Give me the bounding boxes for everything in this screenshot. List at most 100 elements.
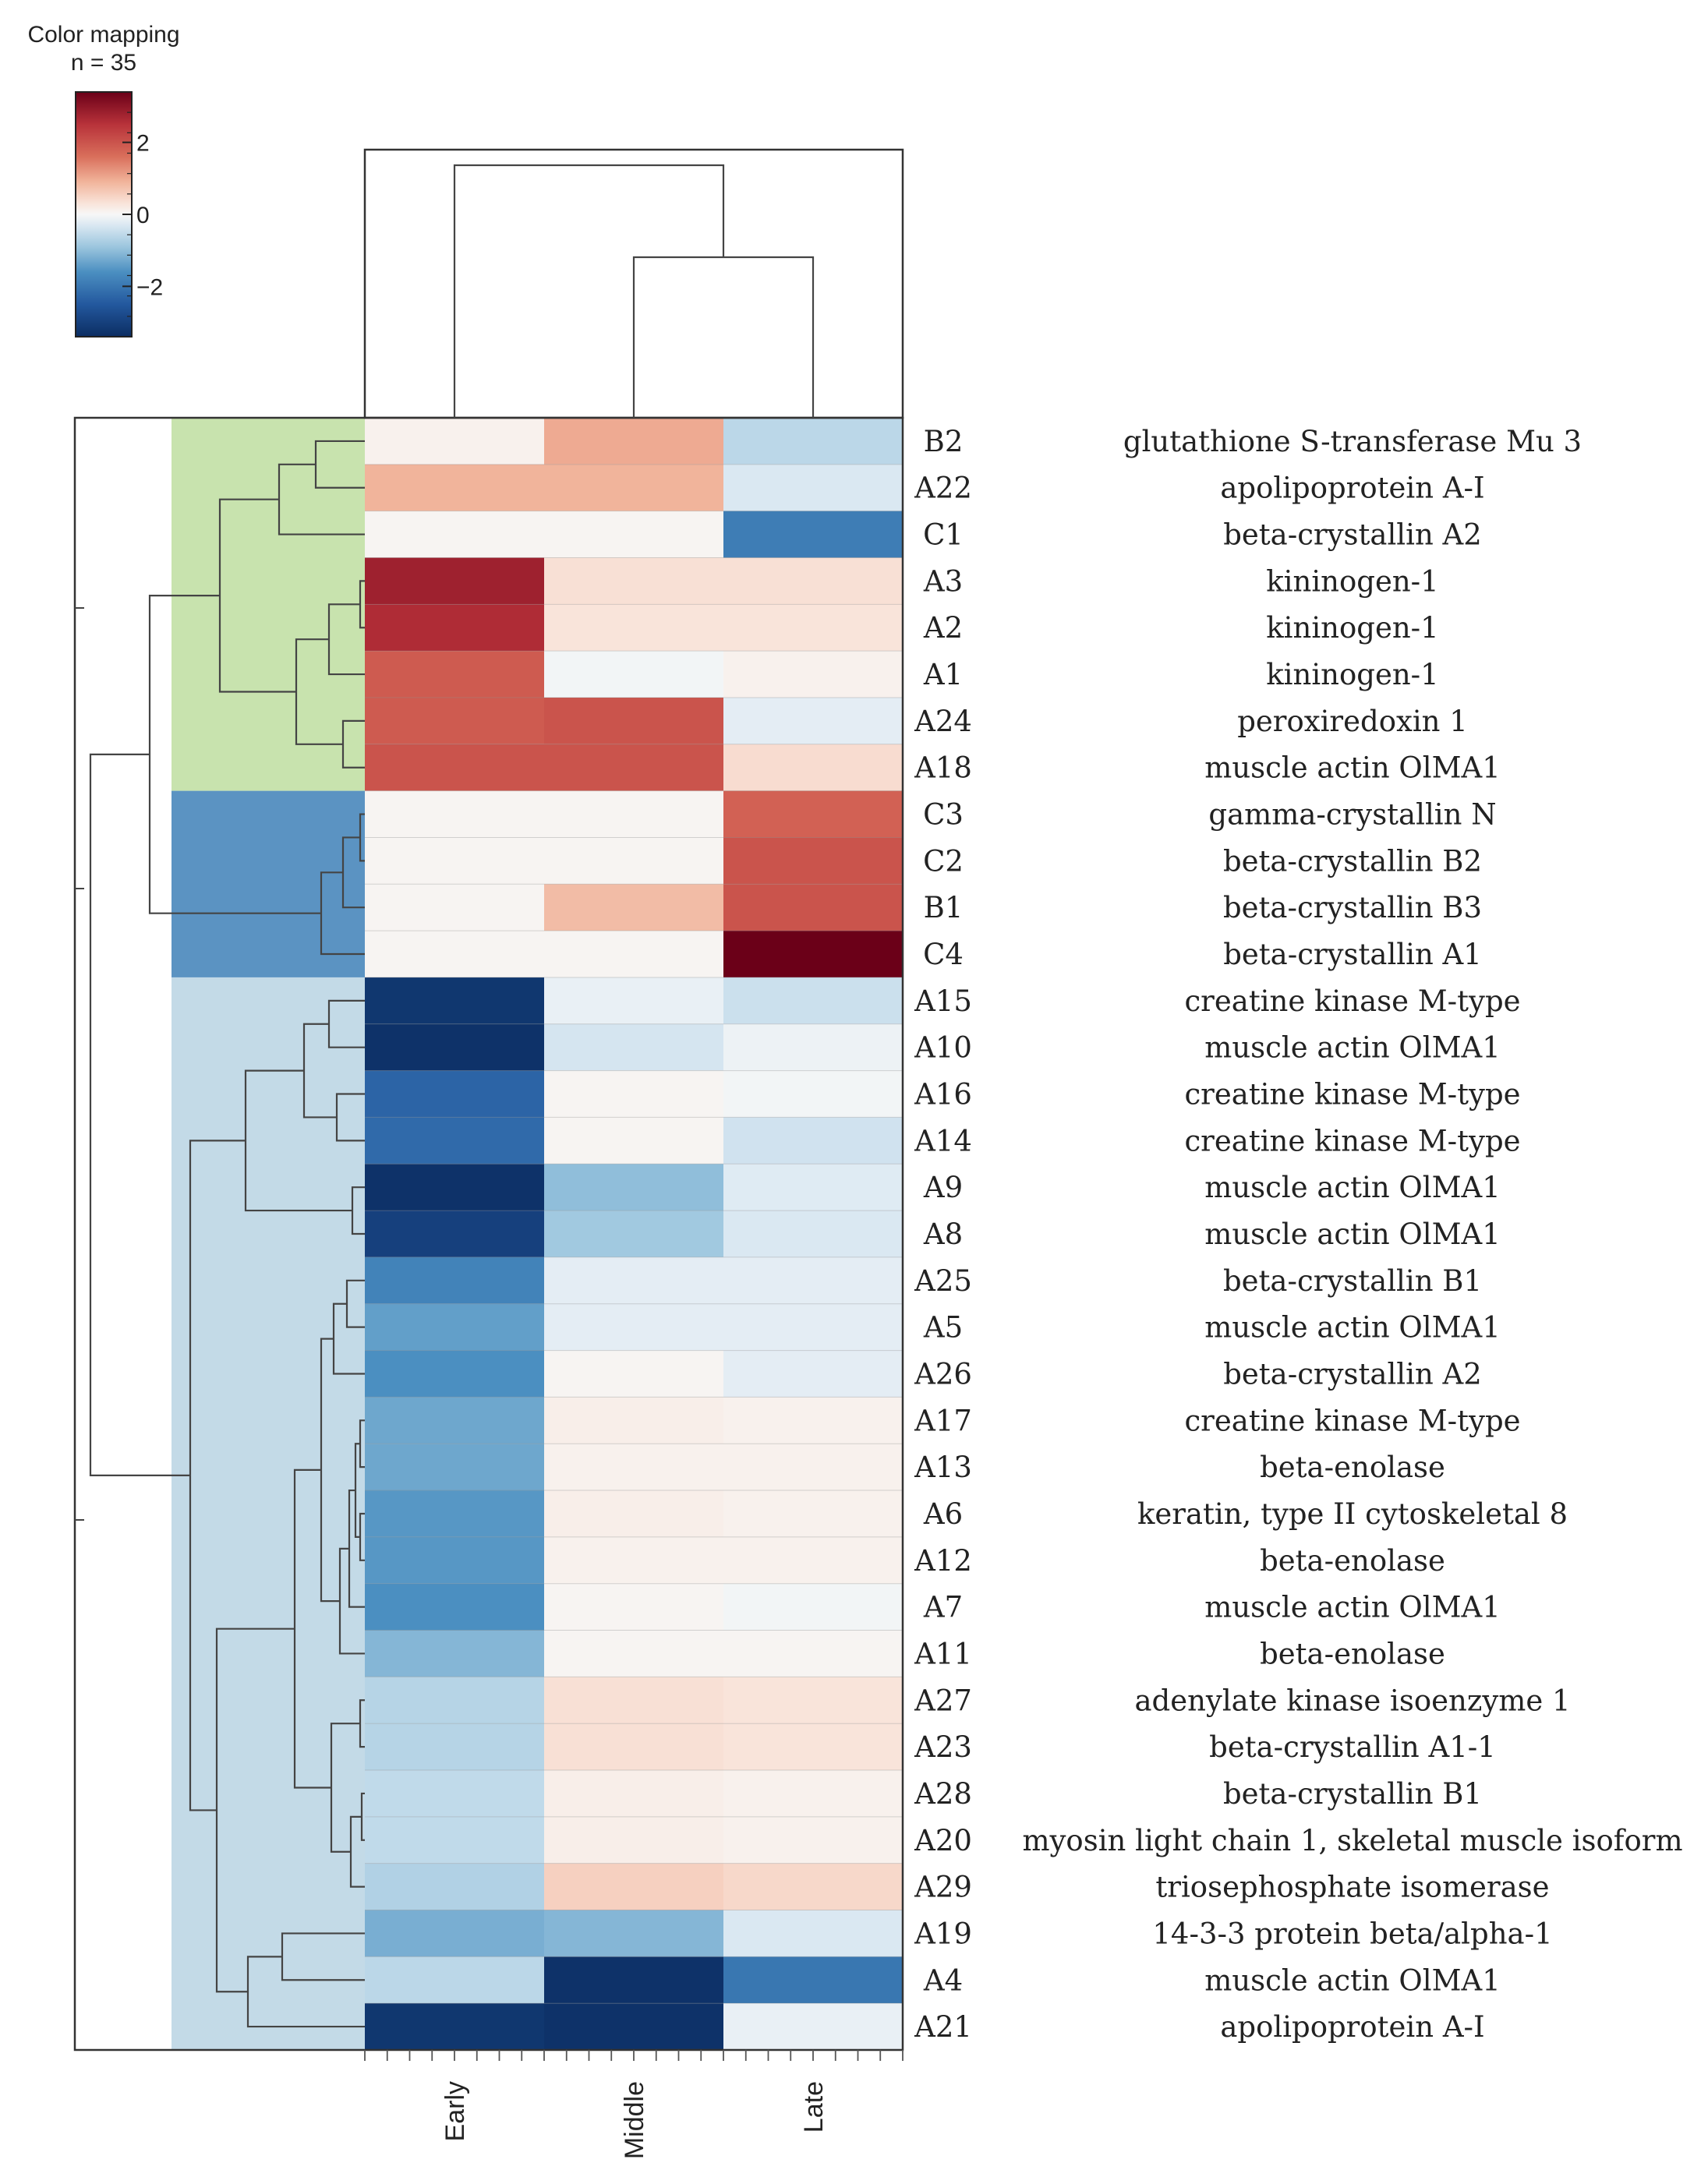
row-id-label: A26 [914, 1357, 972, 1391]
heatmap-cell [544, 931, 723, 977]
heatmap-cell [723, 744, 903, 791]
heatmap-cell [544, 604, 723, 652]
heatmap-cell [544, 1816, 723, 1864]
heatmap-cell [544, 884, 723, 931]
row-protein-label: myosin light chain 1, skeletal muscle is… [1022, 1824, 1682, 1857]
heatmap-cell [544, 511, 723, 558]
heatmap-cell [365, 931, 544, 977]
heatmap-cell [365, 1444, 544, 1491]
row-protein-label: muscle actin OlMA1 [1204, 1311, 1501, 1345]
legend-title: Color mapping [27, 22, 179, 48]
row-protein-label: creatine kinase M-type [1184, 1078, 1520, 1111]
column-label-early: Early [440, 2081, 470, 2141]
row-protein-label: muscle actin OlMA1 [1204, 1591, 1501, 1624]
heatmap-cell [723, 1863, 903, 1910]
row-protein-label: kininogen-1 [1266, 564, 1438, 598]
row-id-label: A21 [914, 2010, 972, 2044]
heatmap-cell [544, 418, 723, 465]
row-protein-label: beta-crystallin B2 [1223, 844, 1482, 878]
cluster-band-lightblue [172, 977, 365, 2050]
legend-tick-label: −2 [136, 274, 163, 300]
heatmap-cell [723, 1444, 903, 1491]
row-id-label: C2 [923, 844, 964, 878]
row-id-label: B1 [924, 891, 964, 924]
row-protein-label: muscle actin OlMA1 [1204, 1171, 1501, 1204]
row-id-label: A3 [923, 564, 963, 598]
heatmap-cell [544, 1303, 723, 1351]
row-protein-label: beta-enolase [1260, 1637, 1445, 1670]
heatmap-cell [544, 1723, 723, 1771]
heatmap-cell [723, 1070, 903, 1118]
heatmap-cell [544, 790, 723, 838]
row-protein-label: muscle actin OlMA1 [1204, 1963, 1501, 1997]
heatmap-cell [544, 1583, 723, 1631]
column-label-late: Late [799, 2081, 829, 2133]
row-protein-label: kininogen-1 [1266, 658, 1438, 691]
row-id-label: A9 [923, 1171, 963, 1204]
heatmap-cell [723, 1910, 903, 1957]
heatmap-cell [365, 1210, 544, 1257]
row-protein-label: muscle actin OlMA1 [1204, 1031, 1501, 1065]
row-protein-label: creatine kinase M-type [1184, 1124, 1520, 1157]
heatmap-cell [365, 1910, 544, 1957]
row-protein-label: apolipoprotein A-I [1220, 472, 1484, 505]
row-protein-label: keratin, type II cytoskeletal 8 [1137, 1497, 1568, 1531]
heatmap-cell [544, 1350, 723, 1398]
heatmap-cell [544, 1536, 723, 1584]
heatmap-cell [365, 1770, 544, 1817]
heatmap-cell [723, 1210, 903, 1257]
heatmap-cell [365, 1536, 544, 1584]
heatmap-cell [365, 1070, 544, 1118]
heatmap-cell [723, 1956, 903, 2004]
heatmap-cell [723, 1583, 903, 1631]
heatmap-cell [365, 464, 544, 511]
heatmap-cell [723, 418, 903, 465]
heatmap-cell [723, 884, 903, 931]
row-id-label: A11 [914, 1637, 972, 1670]
row-protein-label: beta-crystallin A1-1 [1209, 1730, 1496, 1764]
heatmap-cell [365, 1490, 544, 1537]
heatmap-cell [365, 1816, 544, 1864]
row-protein-label: 14-3-3 protein beta/alpha-1 [1152, 1917, 1552, 1950]
heatmap-cell [365, 1956, 544, 2004]
row-id-label: A8 [923, 1217, 963, 1251]
row-protein-label: creatine kinase M-type [1184, 984, 1520, 1018]
row-protein-label: beta-crystallin A1 [1223, 938, 1482, 971]
row-protein-label: beta-crystallin A2 [1223, 518, 1482, 552]
heatmap-cell [723, 1164, 903, 1211]
heatmap-cell [544, 1210, 723, 1257]
row-protein-label: glutathione S-transferase Mu 3 [1123, 425, 1582, 458]
row-id-label: A18 [914, 751, 972, 785]
row-id-label: A24 [914, 705, 972, 738]
heatmap-cell [544, 697, 723, 744]
heatmap-cell [723, 1117, 903, 1164]
heatmap-cell [544, 557, 723, 605]
heatmap-cell [365, 1677, 544, 1724]
row-id-label: A13 [914, 1451, 972, 1484]
heatmap-cell [723, 1303, 903, 1351]
heatmap-cell [544, 1070, 723, 1118]
heatmap-cell [723, 697, 903, 744]
row-id-label: C3 [923, 798, 964, 832]
heatmap-cell [365, 1863, 544, 1910]
row-id-label: A6 [923, 1497, 963, 1531]
heatmap-cell [544, 1490, 723, 1537]
heatmap-cell [723, 931, 903, 977]
legend-subtitle: n = 35 [71, 50, 136, 76]
heatmap-cell [723, 1256, 903, 1304]
heatmap-cell [544, 744, 723, 791]
heatmap-cell [365, 977, 544, 1024]
heatmap-cell [544, 1910, 723, 1957]
heatmap-cell [544, 837, 723, 885]
row-protein-label: triosephosphate isomerase [1155, 1871, 1549, 1904]
row-protein-label: creatine kinase M-type [1184, 1404, 1520, 1437]
row-protein-label: apolipoprotein A-I [1220, 2010, 1484, 2044]
heatmap-cell [365, 1164, 544, 1211]
row-id-label: A27 [914, 1684, 972, 1717]
heatmap-cell [365, 697, 544, 744]
heatmap-cell [544, 977, 723, 1024]
heatmap-cell [544, 1023, 723, 1071]
row-protein-label: beta-enolase [1260, 1544, 1445, 1578]
